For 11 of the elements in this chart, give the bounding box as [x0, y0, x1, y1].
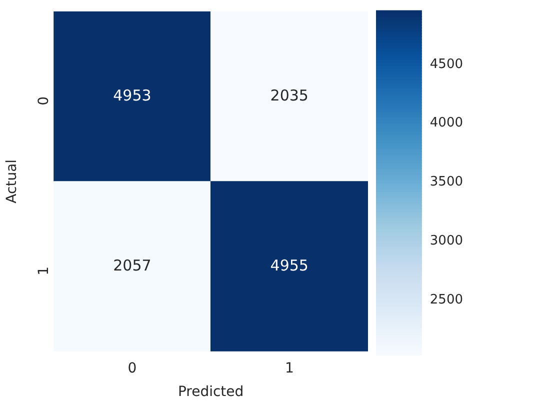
y-axis-title: Actual [4, 159, 20, 204]
data-label: 4955 [270, 256, 308, 274]
color-bar-label: 4500 [430, 56, 464, 72]
data-label: 2035 [270, 86, 308, 104]
data-label: 2057 [113, 256, 152, 274]
data-label: 4953 [113, 86, 152, 104]
color-bar-label: 3000 [430, 234, 464, 249]
color-bar-label: 3500 [430, 174, 464, 190]
color-bar-label: 2500 [430, 292, 464, 308]
color-bar-label: 4000 [430, 116, 464, 131]
x-axis-title: Predicted [178, 384, 244, 400]
